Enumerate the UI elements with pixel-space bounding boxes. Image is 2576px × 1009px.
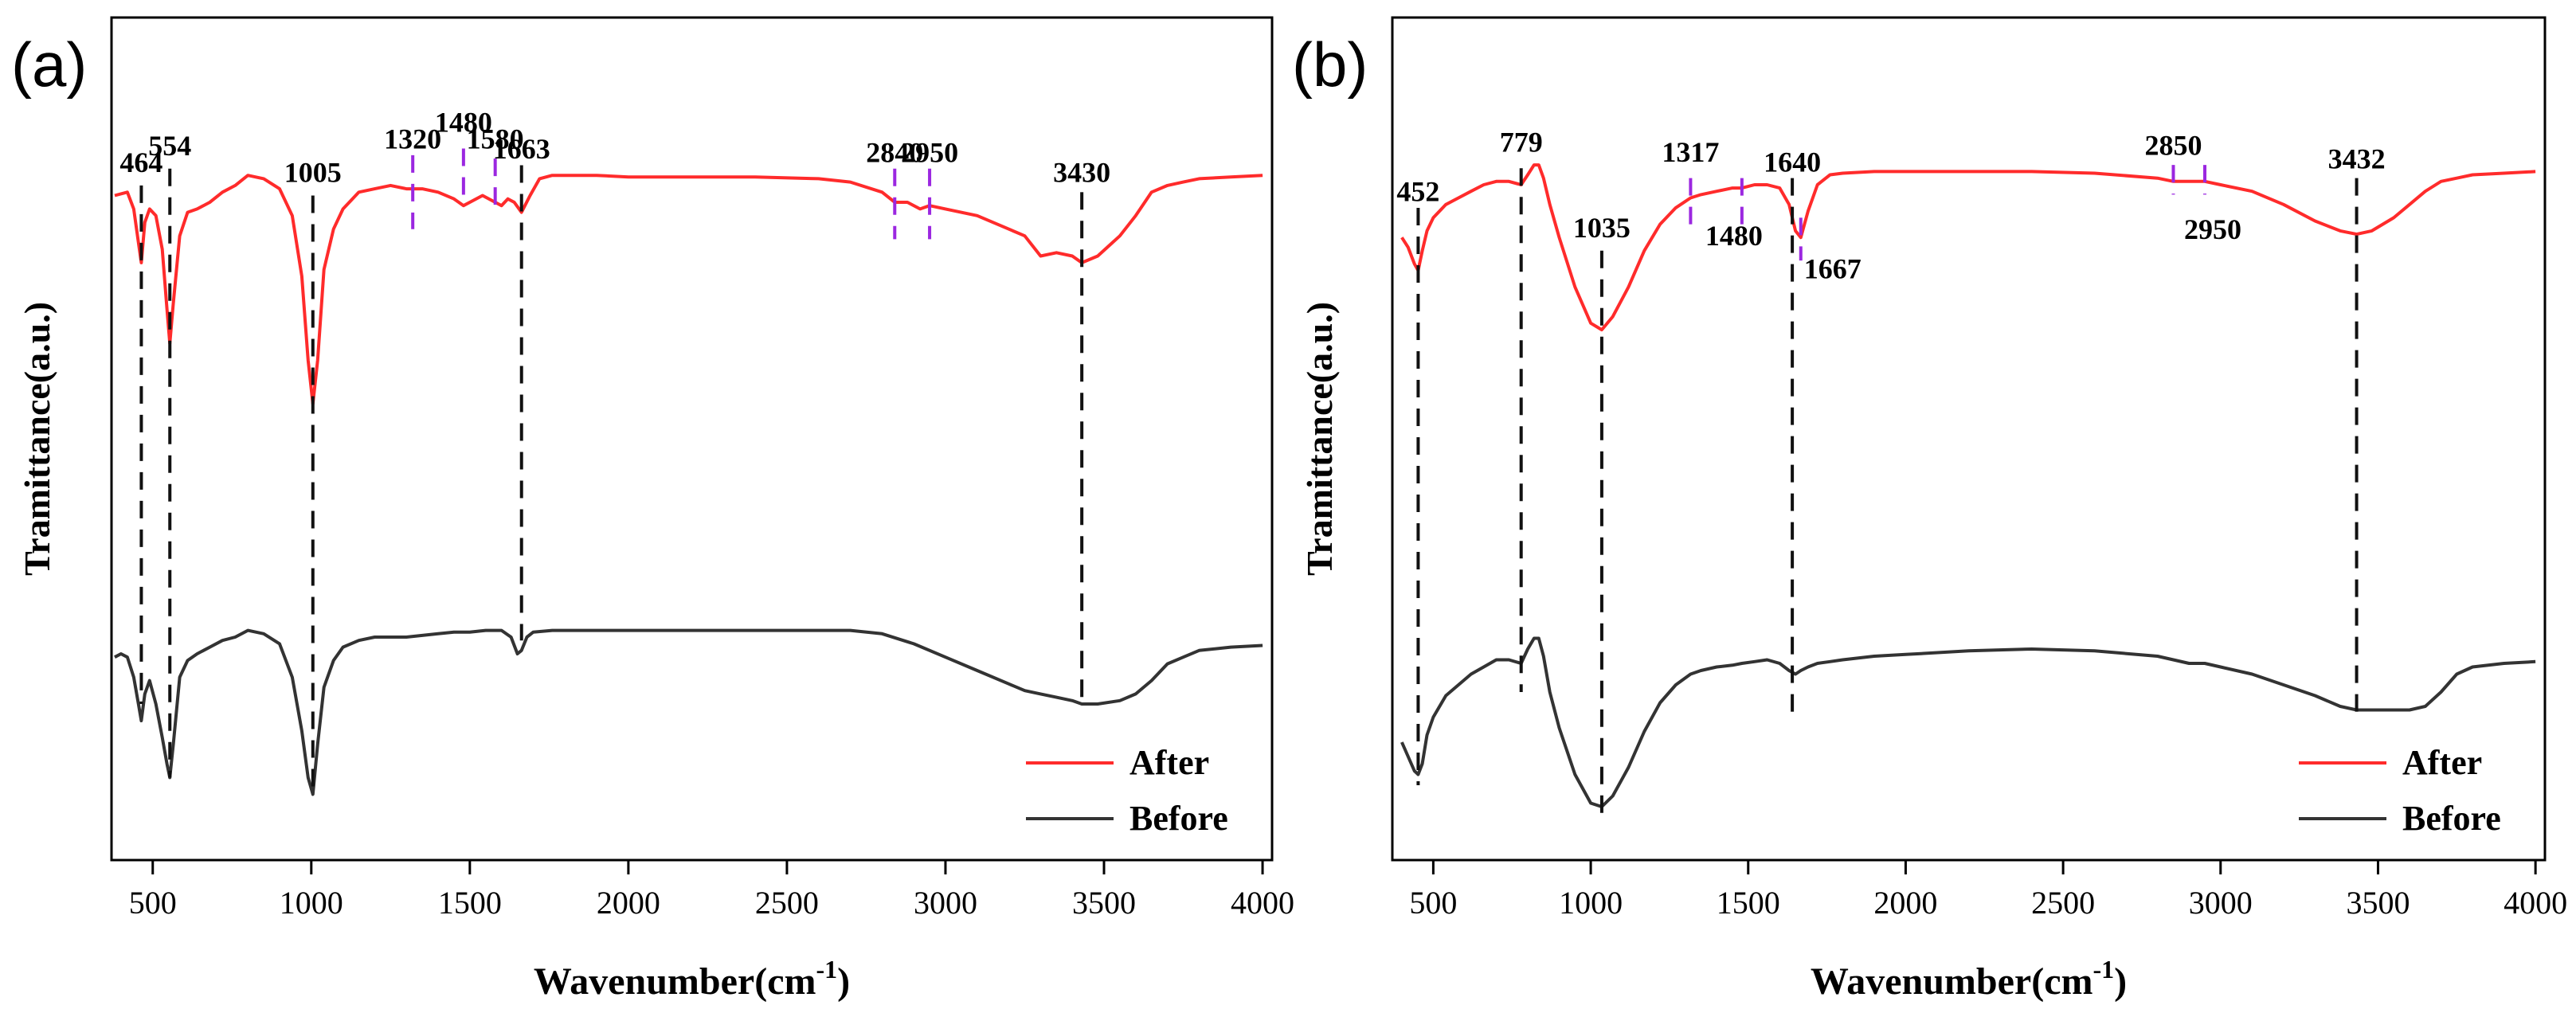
peak-label-1480: 1480 — [435, 106, 492, 138]
peak-label-3430: 3430 — [1053, 157, 1110, 189]
legend-label-before: Before — [1129, 799, 1228, 838]
x-tick-label: 2000 — [1873, 885, 1937, 921]
panel-label: (a) — [11, 29, 87, 100]
panel-label: (b) — [1292, 29, 1368, 100]
peak-label-1035: 1035 — [1573, 212, 1631, 244]
peak-label-554: 554 — [148, 130, 191, 162]
x-tick-label: 4000 — [1231, 885, 1294, 921]
series-line-before — [1400, 636, 2536, 808]
x-tick-label: 2500 — [755, 885, 819, 921]
peak-label-1005: 1005 — [284, 157, 342, 189]
x-axis-title-sup: -1 — [2093, 955, 2114, 984]
x-tick-label: 1500 — [1717, 885, 1780, 921]
x-tick-label: 1500 — [438, 885, 502, 921]
peak-label-2850: 2850 — [2144, 130, 2202, 162]
peak-label-1317: 1317 — [1662, 136, 1719, 168]
legend-label-after: After — [1129, 743, 1209, 782]
peak-label-3432: 3432 — [2328, 143, 2386, 174]
x-axis-title: Wavenumber(cm-1) — [534, 955, 850, 1003]
series-line-before — [114, 628, 1263, 796]
x-tick-label: 3500 — [2346, 885, 2410, 921]
series-line-after — [1400, 163, 2536, 332]
peak-label-2840: 2840 — [866, 136, 923, 168]
x-tick-label: 2000 — [597, 885, 660, 921]
peak-label-1640: 1640 — [1764, 146, 1821, 178]
peak-label-464: 464 — [119, 147, 162, 178]
x-tick-label: 500 — [129, 885, 177, 921]
x-tick-label: 3000 — [2189, 885, 2253, 921]
peak-label-452: 452 — [1396, 176, 1439, 208]
x-axis-title-end: ) — [837, 960, 850, 1003]
legend-label-after: After — [2402, 743, 2482, 782]
x-axis-title-main: Wavenumber(cm — [534, 960, 816, 1003]
x-tick-label: 1000 — [1559, 885, 1623, 921]
x-tick-label: 500 — [1409, 885, 1457, 921]
panel-a: (a) 500 1000 1500 2000 2500 3000 3500 4000 Wavenu… — [11, 16, 1294, 1003]
x-tick-label: 3000 — [914, 885, 977, 921]
series-line-after — [114, 174, 1263, 406]
x-axis-title: Wavenumber(cm-1) — [1811, 955, 2127, 1003]
x-tick-label: 2500 — [2031, 885, 2095, 921]
plot-frame — [110, 16, 1274, 862]
peak-label-1320: 1320 — [384, 123, 441, 154]
x-tick-label: 3500 — [1072, 885, 1136, 921]
panel-b: (b) 500 1000 1500 2000 2500 3000 3500 4000 Wavenu… — [1292, 16, 2567, 1003]
x-tick-label: 4000 — [2504, 885, 2567, 921]
x-axis-title-main: Wavenumber(cm — [1811, 960, 2093, 1003]
peak-label-1580: 1580 — [467, 123, 524, 154]
peak-label-1667: 1667 — [1804, 253, 1862, 285]
y-axis-title: Tramittance(a.u.) — [1299, 302, 1340, 576]
peak-label-1663: 1663 — [493, 133, 550, 165]
peak-label-779: 779 — [1500, 127, 1543, 158]
legend-label-before: Before — [2402, 799, 2501, 838]
x-axis-title-end: ) — [2114, 960, 2127, 1003]
peak-label-2950: 2950 — [2184, 213, 2241, 245]
peak-label-1480: 1480 — [1705, 220, 1763, 252]
y-axis-title: Tramittance(a.u.) — [17, 302, 57, 576]
peak-label-2950: 2950 — [901, 136, 958, 168]
x-axis-title-sup: -1 — [816, 955, 837, 984]
plot-frame — [1391, 16, 2547, 862]
x-tick-label: 1000 — [280, 885, 343, 921]
